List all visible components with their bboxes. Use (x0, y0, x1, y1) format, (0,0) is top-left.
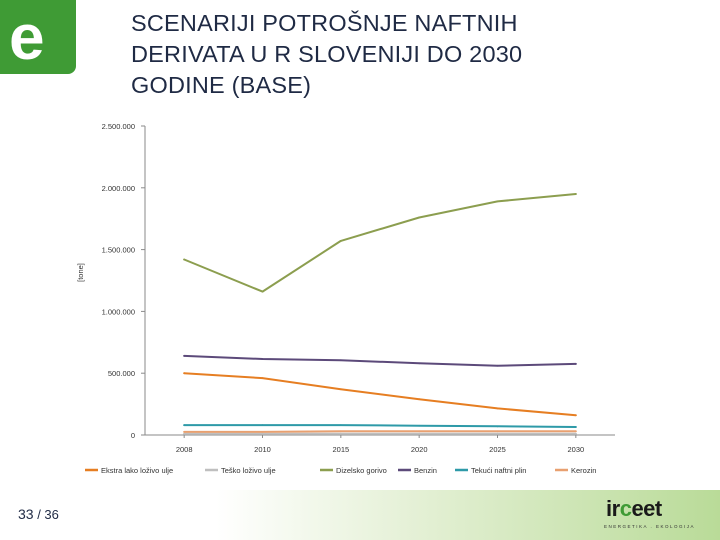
data-point (418, 430, 421, 433)
y-tick-label: 2.000.000 (102, 184, 135, 193)
series-line (183, 193, 577, 293)
data-point (574, 430, 577, 433)
legend-label: Dizelsko gorivo (336, 466, 387, 475)
data-point (261, 358, 264, 360)
legend-label: Ekstra lako loživo ulje (101, 466, 173, 475)
data-point (418, 362, 421, 365)
line-chart: 0 500.000 1.000.000 1.500.000 2.000.000 2.500… (76, 122, 615, 475)
data-point (183, 424, 186, 427)
series-line (183, 424, 577, 428)
legend-label: Tekući naftni plin (471, 466, 526, 475)
y-tick-label: 1.000.000 (102, 307, 135, 316)
irceet-mid: c (619, 496, 632, 521)
data-point (496, 200, 499, 203)
irceet-prefix: ir (606, 496, 620, 521)
data-point (183, 432, 186, 435)
data-point (261, 424, 264, 427)
title-line: GODINE (BASE) (131, 72, 312, 98)
page-separator: / (33, 507, 45, 522)
data-point (496, 425, 499, 428)
legend-label: Benzin (414, 466, 437, 475)
data-point (418, 216, 421, 219)
data-point (339, 430, 342, 433)
title-line: DERIVATA U R SLOVENIJI DO 2030 (131, 41, 523, 67)
y-tick-label: 2.500.000 (102, 122, 135, 131)
data-point (418, 424, 421, 427)
data-point (496, 364, 499, 367)
x-tick-label: 2025 (489, 445, 506, 454)
data-point (261, 431, 264, 433)
irceet-tagline: ENERGETIKA . EKOLOGIJA (604, 524, 696, 529)
data-point (496, 407, 499, 410)
series-line (183, 354, 577, 367)
data-point (339, 432, 342, 435)
page-current: 33 (18, 506, 34, 522)
data-point (183, 431, 186, 433)
series-line (183, 372, 577, 417)
y-tick-label: 0 (131, 431, 135, 440)
e-logo-letter: e (9, 1, 45, 73)
y-tick-label: 1.500.000 (102, 246, 135, 255)
data-point (339, 424, 342, 427)
data-point (418, 432, 421, 435)
data-point (183, 372, 186, 375)
data-point (261, 377, 264, 380)
legend-label: Teško loživo ulje (221, 466, 276, 475)
data-point (496, 430, 499, 433)
data-point (183, 354, 186, 357)
irceet-wordmark: irceet (606, 496, 662, 522)
irceet-suffix: eet (631, 496, 662, 521)
data-point (261, 290, 264, 293)
data-point (574, 193, 577, 195)
x-tick-label: 2008 (176, 445, 193, 454)
series-line (183, 430, 577, 433)
y-tick-label: 500.000 (108, 369, 135, 378)
page-total: 36 (44, 507, 59, 522)
x-tick-label: 2015 (332, 445, 349, 454)
data-point (339, 359, 342, 362)
data-point (261, 432, 264, 435)
footer-band (0, 490, 720, 540)
x-tick-label: 2030 (567, 445, 584, 454)
data-point (339, 240, 342, 242)
e-logo: e (0, 0, 76, 74)
data-point (418, 398, 421, 401)
x-tick-label: 2020 (411, 445, 428, 454)
irceet-logo: irceet ENERGETIKA . EKOLOGIJA (600, 494, 694, 534)
data-point (183, 258, 186, 261)
slide-title: SCENARIJI POTROŠNJE NAFTNIH DERIVATA U R… (131, 8, 691, 101)
x-tick-label: 2010 (254, 445, 271, 454)
data-point (339, 388, 342, 391)
data-point (574, 414, 577, 417)
data-point (574, 363, 577, 365)
data-point (574, 432, 577, 435)
legend-label: Kerozin (571, 466, 596, 475)
y-axis-label: [tone] (76, 263, 85, 282)
title-line: SCENARIJI POTROŠNJE NAFTNIH (131, 10, 518, 36)
data-point (574, 426, 577, 428)
data-point (496, 432, 499, 435)
page-number: 33 / 36 (18, 506, 59, 522)
